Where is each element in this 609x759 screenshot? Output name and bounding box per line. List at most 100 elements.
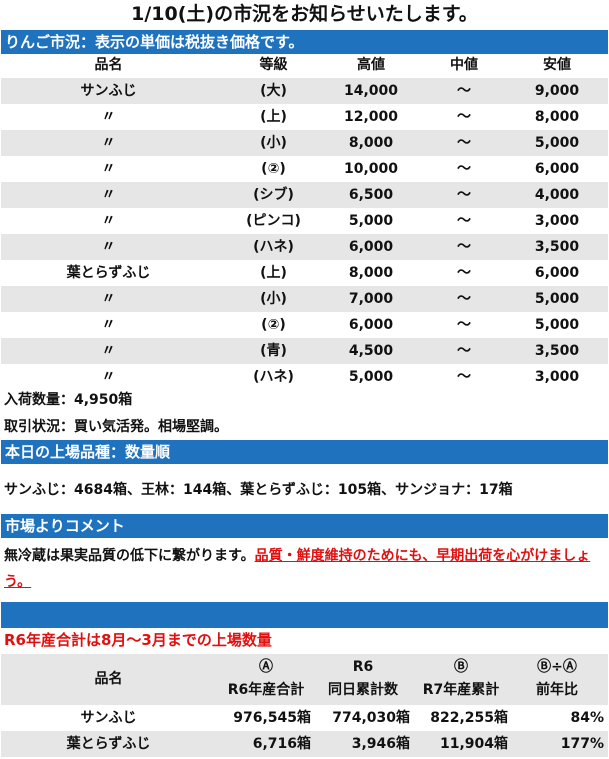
cell: 3,500 (534, 239, 580, 255)
cell: 〃 (101, 161, 116, 177)
summary-row: サンふじ 976,545箱 774,030箱 822,255箱 84% (1, 705, 608, 731)
cell: 8,000 (348, 135, 394, 151)
summary-header-cell: 品名 (1, 668, 216, 691)
cell: (上) (260, 265, 287, 281)
cell: ～ (457, 187, 471, 203)
cell: (青) (260, 343, 287, 359)
cell: 〃 (101, 291, 116, 307)
section-band-empty (1, 602, 608, 628)
cell: 7,000 (348, 291, 394, 307)
table-row: 〃 (小) 8,000 ～ 5,000 (1, 130, 608, 156)
header-line: Ⓑ÷Ⓐ (537, 659, 577, 675)
summary-header-row: 品名 Ⓐ R6年産合計 R6 同日累計数 Ⓑ R7年産累計 Ⓑ÷Ⓐ 前年比 (1, 654, 608, 705)
cell: (小) (260, 135, 287, 151)
trading-status: 取引状況：買い気活発。相場堅調。 (4, 419, 228, 435)
section-header-market: りんご市況：表示の単価は税抜き価格です。 (1, 30, 608, 54)
table-row: サンふじ (大) 14,000 ～ 9,000 (1, 78, 608, 104)
cell: ～ (457, 291, 471, 307)
cell: サンふじ (80, 83, 137, 99)
table-header-row: 品名 等級 高値 中値 安値 (1, 52, 608, 78)
table-row: 〃 (ハネ) 6,000 ～ 3,500 (1, 234, 608, 260)
cell: 3,000 (534, 369, 580, 385)
cell: 9,000 (534, 83, 580, 99)
cell: 3,946箱 (351, 736, 410, 752)
cell: サンふじ (80, 710, 137, 726)
cell: ～ (457, 83, 471, 99)
table-row: 〃 (小) 7,000 ～ 5,000 (1, 286, 608, 312)
summary-header-cell: R6 同日累計数 (313, 656, 413, 702)
comment-text: 無冷蔵は果実品質の低下に繋がります。 (4, 548, 255, 564)
cell: 774,030箱 (332, 710, 410, 726)
table-row: 葉とらずふじ (上) 8,000 ～ 6,000 (1, 260, 608, 286)
cell: 〃 (101, 343, 116, 359)
cell: 葉とらずふじ (66, 265, 151, 281)
cell: 〃 (101, 239, 116, 255)
cell: 84% (570, 710, 604, 726)
cell: 〃 (101, 109, 116, 125)
table-row: 〃 (②) 10,000 ～ 6,000 (1, 156, 608, 182)
section-header-comment: 市場よりコメント (1, 514, 608, 538)
cell: 8,000 (534, 109, 580, 125)
market-comment: 無冷蔵は果実品質の低下に繋がります。品質・鮮度維持のためにも、早期出荷を心がけま… (4, 543, 604, 595)
cell: 10,000 (343, 161, 399, 177)
summary-header-cell: Ⓑ R7年産累計 (411, 656, 511, 702)
summary-header-cell: Ⓐ R6年産合計 (216, 656, 316, 702)
cell: 等級 (259, 57, 288, 73)
cell: ～ (457, 213, 471, 229)
cell: 822,255箱 (430, 710, 508, 726)
cell: 安値 (543, 57, 571, 73)
cell: 高値 (357, 57, 385, 73)
page-title: 1/10(土)の市況をお知らせいたします。 (131, 3, 478, 25)
cell: 〃 (101, 135, 116, 151)
cell: 〃 (101, 317, 116, 333)
cell: 6,000 (348, 317, 394, 333)
cell: 177% (560, 736, 604, 752)
header-line: R6 (352, 659, 374, 675)
cell: ～ (457, 161, 471, 177)
cell: 14,000 (343, 83, 399, 99)
cell: 4,000 (534, 187, 580, 203)
summary-row: 葉とらずふじ 6,716箱 3,946箱 11,904箱 177% (1, 731, 608, 757)
arrival-quantity: 入荷数量：4,950箱 (4, 392, 133, 408)
cell: 5,000 (348, 369, 394, 385)
table-row: 〃 (ピンコ) 5,000 ～ 3,000 (1, 208, 608, 234)
cell: 5,000 (348, 213, 394, 229)
summary-note: R6年産合計は8月～3月までの上場数量 (4, 631, 272, 649)
cell: ～ (457, 343, 471, 359)
comment-highlight: 品質・鮮度維持のためにも、早期出荷を心がけましょう。 (4, 548, 591, 590)
cell: ～ (457, 369, 471, 385)
table-row: 〃 (ハネ) 5,000 ～ 3,000 (1, 364, 608, 390)
cell: (シブ) (253, 187, 294, 203)
cell: ～ (457, 135, 471, 151)
cell: 5,000 (534, 317, 580, 333)
header-line: Ⓑ (454, 659, 468, 675)
cell: 6,716箱 (252, 736, 311, 752)
cell: ～ (457, 265, 471, 281)
cell: (ハネ) (253, 369, 294, 385)
cell: 葉とらずふじ (66, 736, 151, 752)
cell: ～ (457, 239, 471, 255)
cell: ～ (457, 317, 471, 333)
cell: 6,000 (534, 265, 580, 281)
cell: 〃 (101, 187, 116, 203)
cell: 8,000 (348, 265, 394, 281)
cell: 6,500 (348, 187, 394, 203)
table-row: 〃 (上) 12,000 ～ 8,000 (1, 104, 608, 130)
cell: (②) (261, 317, 286, 333)
table-row: 〃 (シブ) 6,500 ～ 4,000 (1, 182, 608, 208)
header-line: 品名 (94, 671, 123, 687)
cell: (②) (261, 161, 286, 177)
header-line: Ⓐ (259, 659, 273, 675)
cell: 5,000 (534, 291, 580, 307)
cell: 976,545箱 (233, 710, 311, 726)
header-line: R6年産合計 (227, 682, 305, 698)
cell: ～ (457, 109, 471, 125)
section-header-varieties: 本日の上場品種：数量順 (1, 440, 608, 464)
cell: 3,000 (534, 213, 580, 229)
header-line: 同日累計数 (328, 682, 398, 698)
header-line: 前年比 (536, 682, 578, 698)
cell: (ハネ) (253, 239, 294, 255)
cell: 品名 (94, 57, 123, 73)
header-line: R7年産累計 (422, 682, 500, 698)
cell: (上) (260, 109, 287, 125)
